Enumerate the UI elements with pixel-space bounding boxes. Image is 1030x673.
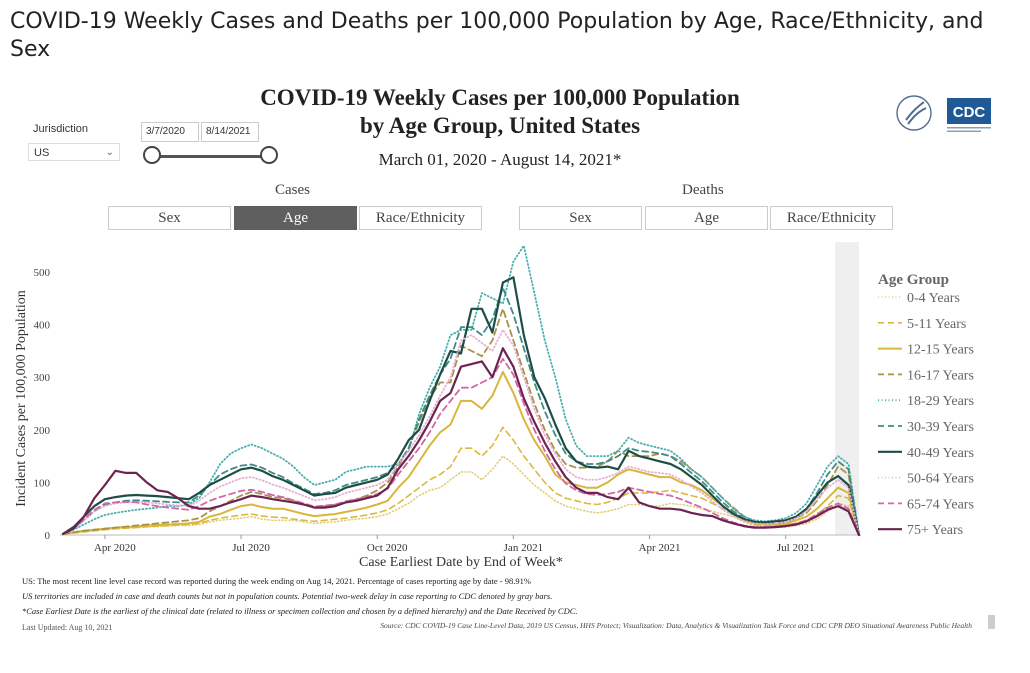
x-axis-label: Case Earliest Date by End of Week* — [359, 555, 563, 570]
legend-entry: 18-29 Years — [907, 394, 974, 409]
legend-title: Age Group — [878, 272, 949, 288]
legend-entry: 5-11 Years — [907, 317, 966, 332]
legend-entry: 75+ Years — [907, 523, 963, 538]
y-tick-label: 500 — [34, 267, 51, 279]
cdc-logo: CDC — [896, 95, 991, 132]
dashboard-title-line1: COVID-19 Weekly Cases per 100,000 Popula… — [260, 85, 740, 110]
dashboard-title: COVID-19 Weekly Cases per 100,000 Popula… — [200, 84, 800, 140]
tab-deaths-sex[interactable]: Sex — [519, 206, 642, 230]
chart-series — [61, 244, 861, 537]
tab-cases-age[interactable]: Age — [234, 206, 357, 230]
y-tick-label: 100 — [34, 477, 51, 489]
x-tick-label: Oct 2020 — [367, 542, 408, 554]
page-title: COVID-19 Weekly Cases and Deaths per 100… — [10, 9, 984, 62]
x-tick-label: Jan 2021 — [504, 542, 543, 554]
reporting-delay-shade — [835, 242, 859, 535]
legend-entry: 0-4 Years — [907, 291, 960, 306]
series-line-75-years — [61, 347, 861, 537]
chart-axes: 0 100 200 300 400 500 Apr 2020 Jul 2020 Oct 2020… — [14, 267, 861, 570]
y-axis-label: Incident Cases per 100,000 Population — [14, 290, 29, 507]
chart-legend: Age Group 0-4 Years 5-11 Years 12-15 Years 1… — [878, 272, 974, 538]
y-tick-label: 300 — [34, 372, 51, 384]
last-updated: Last Updated: Aug 10, 2021 — [22, 623, 113, 632]
y-tick-label: 0 — [45, 530, 51, 542]
series-line-50-64-years — [62, 329, 860, 536]
tab-cases-sex[interactable]: Sex — [108, 206, 231, 230]
legend-entry: 40-49 Years — [907, 446, 974, 461]
footnote-territories: US territories are included in case and … — [22, 591, 553, 601]
legend-entry: 30-39 Years — [907, 420, 974, 435]
hhs-seal-icon — [896, 95, 932, 131]
series-line-0-4-years — [62, 455, 860, 536]
x-tick-label: Jul 2021 — [777, 542, 815, 554]
tab-deaths-age[interactable]: Age — [645, 206, 768, 230]
series-line-30-39-years — [62, 286, 860, 536]
series-line-18-29-years — [62, 244, 860, 536]
series-line-5-11-years — [62, 426, 860, 536]
jurisdiction-value: US — [34, 147, 50, 159]
cdc-logo-box — [947, 98, 991, 124]
x-tick-label: Apr 2020 — [94, 542, 136, 554]
cdc-logo-tagline-line — [947, 127, 991, 129]
y-tick-label: 400 — [34, 320, 51, 332]
legend-entry: 16-17 Years — [907, 368, 974, 383]
reporting-delay-bar — [835, 242, 859, 535]
series-line-12-15-years — [62, 370, 860, 536]
end-date-input[interactable]: 8/14/2021 — [201, 122, 259, 142]
legend-entry: 65-74 Years — [907, 497, 974, 512]
scrollbar-thumb[interactable] — [988, 615, 995, 629]
dashboard-title-line2: by Age Group, United States — [359, 113, 641, 138]
x-tick-label: Jul 2020 — [232, 542, 270, 554]
hhs-eagle-icon — [905, 101, 927, 125]
series-line-40-49-years — [61, 276, 861, 537]
legend-entry: 12-15 Years — [907, 343, 974, 358]
jurisdiction-label: Jurisdiction — [33, 123, 89, 135]
cdc-logo-tagline-line — [947, 130, 981, 132]
jurisdiction-select[interactable]: US ⌄ — [28, 143, 120, 161]
date-range-slider-track[interactable] — [152, 155, 270, 158]
deaths-group-label: Deaths — [682, 182, 724, 198]
date-range-end-handle[interactable] — [260, 146, 278, 164]
series-line-65-74-years — [62, 357, 860, 536]
tab-deaths-race-ethnicity[interactable]: Race/Ethnicity — [770, 206, 893, 230]
date-range-start-handle[interactable] — [143, 146, 161, 164]
footnote-earliest-date: *Case Earliest Date is the earliest of t… — [22, 606, 578, 616]
dashboard-subtitle: March 01, 2020 - August 14, 2021* — [378, 150, 622, 169]
x-tick-label: Apr 2021 — [639, 542, 681, 554]
start-date-input[interactable]: 3/7/2020 — [141, 122, 199, 142]
chevron-down-icon: ⌄ — [105, 147, 114, 158]
cdc-logo-text: CDC — [953, 104, 986, 121]
cases-line-chart: 0 100 200 300 400 500 Apr 2020 Jul 2020 Oct 2020… — [14, 242, 974, 570]
y-tick-label: 200 — [34, 425, 51, 437]
legend-entry: 50-64 Years — [907, 472, 974, 487]
source-note: Source: CDC COVID-19 Case Line-Level Dat… — [380, 621, 972, 630]
footnote-reporting: US: The most recent line level case reco… — [22, 576, 531, 586]
tab-cases-race-ethnicity[interactable]: Race/Ethnicity — [359, 206, 482, 230]
cases-group-label: Cases — [275, 182, 310, 198]
